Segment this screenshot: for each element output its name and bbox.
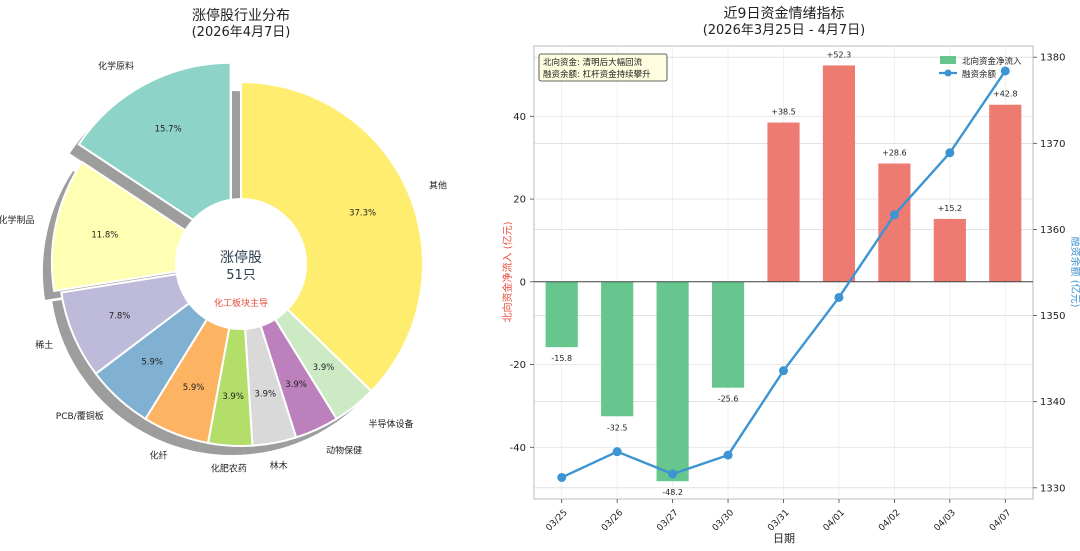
bar-value-label: +38.5: [771, 108, 796, 117]
line-point: [834, 292, 844, 302]
pie-center-hole: [175, 198, 307, 330]
pie-percent-labels: 37.3% 3.9% 3.9% 3.9% 3.9% 5.9% 5.9% 7.8% 11.8% 15…: [91, 124, 376, 401]
x-tick-label: 04/01: [822, 508, 847, 533]
bar-value-label: -32.5: [607, 423, 628, 432]
pie-category-label: 动物保健: [326, 444, 362, 456]
pie-percent-label: 3.9%: [255, 390, 277, 400]
right-axis-label: 融资余额 (亿元): [1069, 237, 1080, 308]
x-tick-label: 03/26: [600, 508, 626, 534]
pie-chart-subtitle: (2026年4月7日): [192, 25, 291, 40]
left-tick-label: 40: [513, 112, 526, 123]
pie-center-title: 涨停股: [220, 249, 262, 266]
pie-percent-label: 11.8%: [91, 230, 118, 240]
bar-value-label: +42.8: [993, 90, 1018, 99]
right-axis-ticks: 1330 1340 1350 1360 1370 1380: [1033, 53, 1065, 494]
pie-center-note: 化工板块主导: [214, 297, 268, 309]
bar-value-label: +52.3: [827, 50, 852, 59]
bar-value-label: -15.8: [551, 354, 572, 363]
bar: [767, 122, 800, 282]
x-tick-label: 03/25: [544, 508, 569, 533]
bar-line-chart-panel: 近9日资金情绪指标 (2026年3月25日 - 4月7日) -15.8 -32.5…: [501, 6, 1080, 545]
x-axis-label: 日期: [773, 532, 795, 545]
x-tick-label: 03/30: [711, 508, 737, 534]
pie-category-label: 化肥农药: [211, 463, 247, 475]
pie-chart-panel: 涨停股行业分布 (2026年4月7日) 37.3% 3.9% 3.9% 3.9% 3.9…: [0, 7, 447, 475]
pie-category-label: 化纤: [150, 449, 168, 461]
pie-category-label: 半导体设备: [369, 418, 414, 430]
right-tick-label: 1370: [1040, 139, 1065, 150]
pie-category-label: 化学原料: [98, 60, 134, 72]
left-tick-label: -40: [510, 443, 526, 454]
pie-percent-label: 37.3%: [349, 209, 376, 219]
x-axis-ticks: 03/25 03/26 03/27 03/30 03/31 04/01 04/02 04/03…: [544, 499, 1013, 533]
line-point: [557, 472, 567, 482]
line-point: [889, 210, 899, 220]
pie-percent-label: 3.9%: [222, 392, 244, 402]
legend: 北向资金净流入 融资余额: [939, 56, 1022, 80]
pie-category-label: 稀土: [35, 339, 53, 351]
pie-category-label: PCB/覆铜板: [56, 410, 104, 422]
x-tick-label: 04/07: [988, 508, 1013, 533]
pie-percent-label: 3.9%: [313, 363, 335, 373]
right-tick-label: 1360: [1040, 225, 1065, 236]
pie-percent-label: 3.9%: [285, 380, 307, 390]
pie-category-label: 化学制品: [0, 214, 35, 226]
pie-category-label: 林木: [270, 460, 288, 472]
pie-chart-title: 涨停股行业分布: [192, 7, 290, 24]
left-axis-ticks: -40 -20 0 20 40: [510, 112, 534, 454]
bar-chart-title: 近9日资金情绪指标: [724, 6, 845, 22]
right-tick-label: 1340: [1040, 397, 1065, 408]
annotation-line-1: 北向资金: 清明后大幅回流: [543, 57, 643, 68]
bar-value-labels: -15.8 -32.5 -48.2 -25.6 +38.5 +52.3 +28.6 +15.2…: [551, 50, 1017, 497]
right-tick-label: 1330: [1040, 483, 1065, 494]
bar: [545, 281, 578, 348]
pie-percent-label: 5.9%: [141, 358, 163, 368]
bar: [656, 281, 689, 482]
bar: [878, 163, 911, 282]
pie-slice: [77, 61, 232, 247]
pie-percent-label: 5.9%: [183, 383, 205, 393]
bar-chart-subtitle: (2026年3月25日 - 4月7日): [703, 23, 866, 38]
line-point: [612, 447, 622, 457]
line-point: [1000, 66, 1010, 76]
left-axis-label: 北向资金净流入 (亿元): [501, 221, 514, 322]
pie-center-count: 51只: [226, 268, 256, 283]
pie-percent-label: 7.8%: [109, 312, 131, 322]
right-tick-label: 1380: [1040, 53, 1065, 64]
bar: [989, 104, 1022, 282]
bar-value-label: +15.2: [938, 204, 963, 213]
x-tick-label: 03/27: [655, 508, 680, 533]
pie-slice: [240, 80, 424, 393]
right-tick-label: 1350: [1040, 311, 1065, 322]
legend-line-marker: [944, 69, 952, 77]
line-point: [668, 469, 678, 479]
bar-series: [545, 65, 1022, 482]
bar-value-label: +28.6: [882, 148, 907, 157]
bar-value-label: -25.6: [718, 395, 739, 404]
line-point: [945, 148, 955, 158]
x-tick-label: 03/31: [766, 508, 791, 533]
pie-percent-label: 15.7%: [155, 124, 182, 134]
annotation-box: 北向资金: 清明后大幅回流 融资余额: 杠杆资金持续攀升: [538, 53, 668, 82]
left-tick-label: 0: [520, 277, 526, 288]
pie-category-label: 其他: [429, 180, 447, 192]
legend-line-label: 融资余额: [962, 69, 997, 80]
legend-bar-label: 北向资金净流入: [962, 56, 1022, 67]
x-tick-label: 04/02: [877, 508, 902, 533]
x-tick-label: 04/03: [933, 508, 958, 533]
left-tick-label: 20: [513, 195, 526, 206]
annotation-line-2: 融资余额: 杠杆资金持续攀升: [543, 69, 651, 80]
bar: [711, 281, 745, 388]
bar: [601, 281, 634, 417]
line-point: [723, 450, 733, 460]
bar: [822, 65, 856, 282]
left-tick-label: -20: [510, 360, 526, 371]
bar: [933, 218, 966, 282]
line-series: [557, 66, 1010, 482]
bar-value-label: -48.2: [662, 488, 683, 497]
line-point: [779, 366, 788, 376]
legend-bar-swatch: [940, 56, 956, 64]
